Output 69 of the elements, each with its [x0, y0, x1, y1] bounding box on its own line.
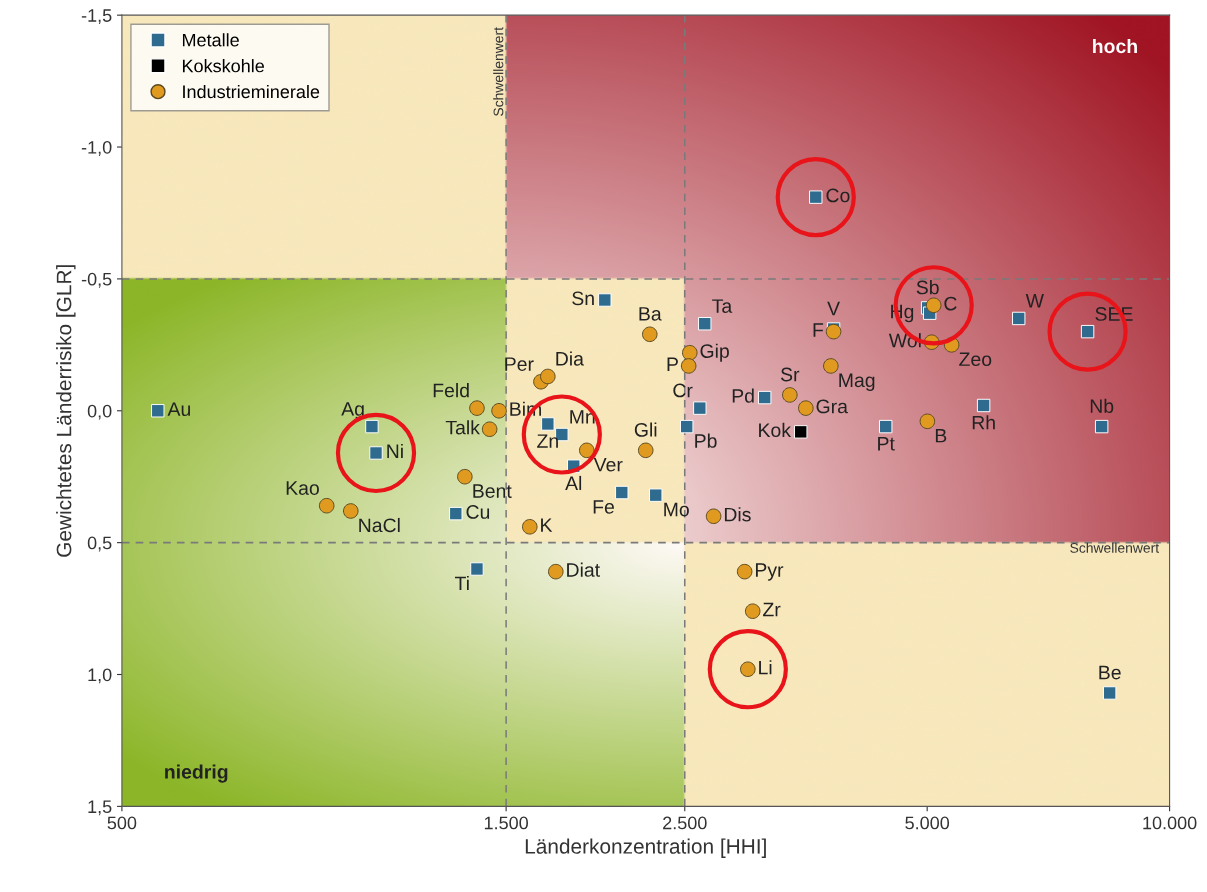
data-label: Mo: [664, 502, 689, 517]
data-label: Talk: [445, 420, 480, 435]
data-label: Al: [565, 475, 582, 490]
data-label: Cu: [466, 505, 490, 519]
annotation: niedrig: [165, 764, 228, 783]
legend-label: Metalle: [182, 33, 239, 47]
data-label: Kao: [286, 481, 319, 495]
data-label: Gip: [700, 343, 729, 362]
data-label: Ver: [593, 457, 623, 472]
y-tick-label: 0,0: [87, 404, 112, 420]
y-tick-label: -1,5: [81, 9, 112, 25]
y-tick-label: 1,5: [88, 800, 112, 816]
x-tick-label: 500: [107, 816, 137, 830]
data-label: Mag: [839, 373, 875, 391]
data-label: Be: [1099, 665, 1121, 680]
data-label: Zeo: [959, 352, 992, 367]
data-label: Sb: [916, 280, 939, 295]
data-label: Dia: [556, 351, 584, 366]
data-label: Pb: [695, 433, 717, 448]
data-label: Co: [826, 188, 850, 203]
data-label: Rh: [972, 415, 995, 430]
data-label: NaCl: [359, 517, 400, 533]
data-label: Nb: [1090, 398, 1114, 414]
x-tick-label: 2.500: [663, 816, 707, 830]
data-label: Sn: [572, 291, 594, 306]
data-label: Diat: [567, 562, 600, 577]
y-tick-label: -1,0: [81, 140, 112, 156]
data-label: Pt: [878, 437, 895, 451]
data-label: Ta: [712, 299, 733, 313]
data-label: F: [813, 323, 824, 337]
y-tick-label: 1,0: [88, 668, 112, 684]
data-label: Pyr: [755, 563, 784, 581]
data-label: Feld: [433, 383, 469, 398]
data-label: Dis: [724, 507, 751, 522]
data-label: V: [827, 301, 840, 316]
data-label: Ni: [387, 443, 403, 458]
data-label: Zn: [537, 434, 558, 448]
data-label: Pd: [732, 388, 754, 403]
data-label: K: [541, 518, 553, 532]
data-label: Ba: [639, 307, 662, 321]
data-label: Li: [759, 660, 772, 675]
ref-line-label: Schwellenwert: [493, 27, 504, 116]
legend-label: Kokskohle: [182, 59, 264, 73]
x-tick-label: 5.000: [905, 816, 950, 830]
ref-line-label: Schwellenwert: [1070, 542, 1160, 553]
data-label: Gra: [816, 399, 848, 414]
x-tick-label: 10.000: [1143, 816, 1197, 830]
data-label: Ti: [454, 575, 469, 591]
data-label: Fe: [593, 500, 614, 514]
data-label: P: [667, 357, 678, 371]
data-label: W: [1025, 294, 1044, 308]
data-label: Cr: [673, 383, 693, 398]
x-tick-label: 1.500: [484, 816, 528, 830]
data-label: Mn: [570, 410, 595, 424]
data-label: Kok: [759, 422, 792, 438]
data-label: Au: [167, 402, 190, 416]
legend-label: Industrieminerale: [183, 84, 320, 99]
y-tick-label: -0,5: [81, 272, 112, 288]
data-label: C: [944, 296, 957, 311]
data-label: Sr: [780, 367, 800, 382]
x-axis-title: Länderkonzentration [HHI]: [525, 838, 766, 858]
data-label: Zr: [763, 602, 781, 617]
data-label: Bent: [473, 484, 512, 498]
y-axis-title: Gewichtetes Länderrisiko [GLR]: [56, 265, 76, 557]
y-tick-label: 0,5: [87, 536, 112, 552]
annotation: hoch: [1093, 38, 1137, 54]
data-label: Gli: [634, 422, 657, 437]
data-label: Per: [505, 357, 534, 371]
data-label: B: [935, 428, 947, 443]
